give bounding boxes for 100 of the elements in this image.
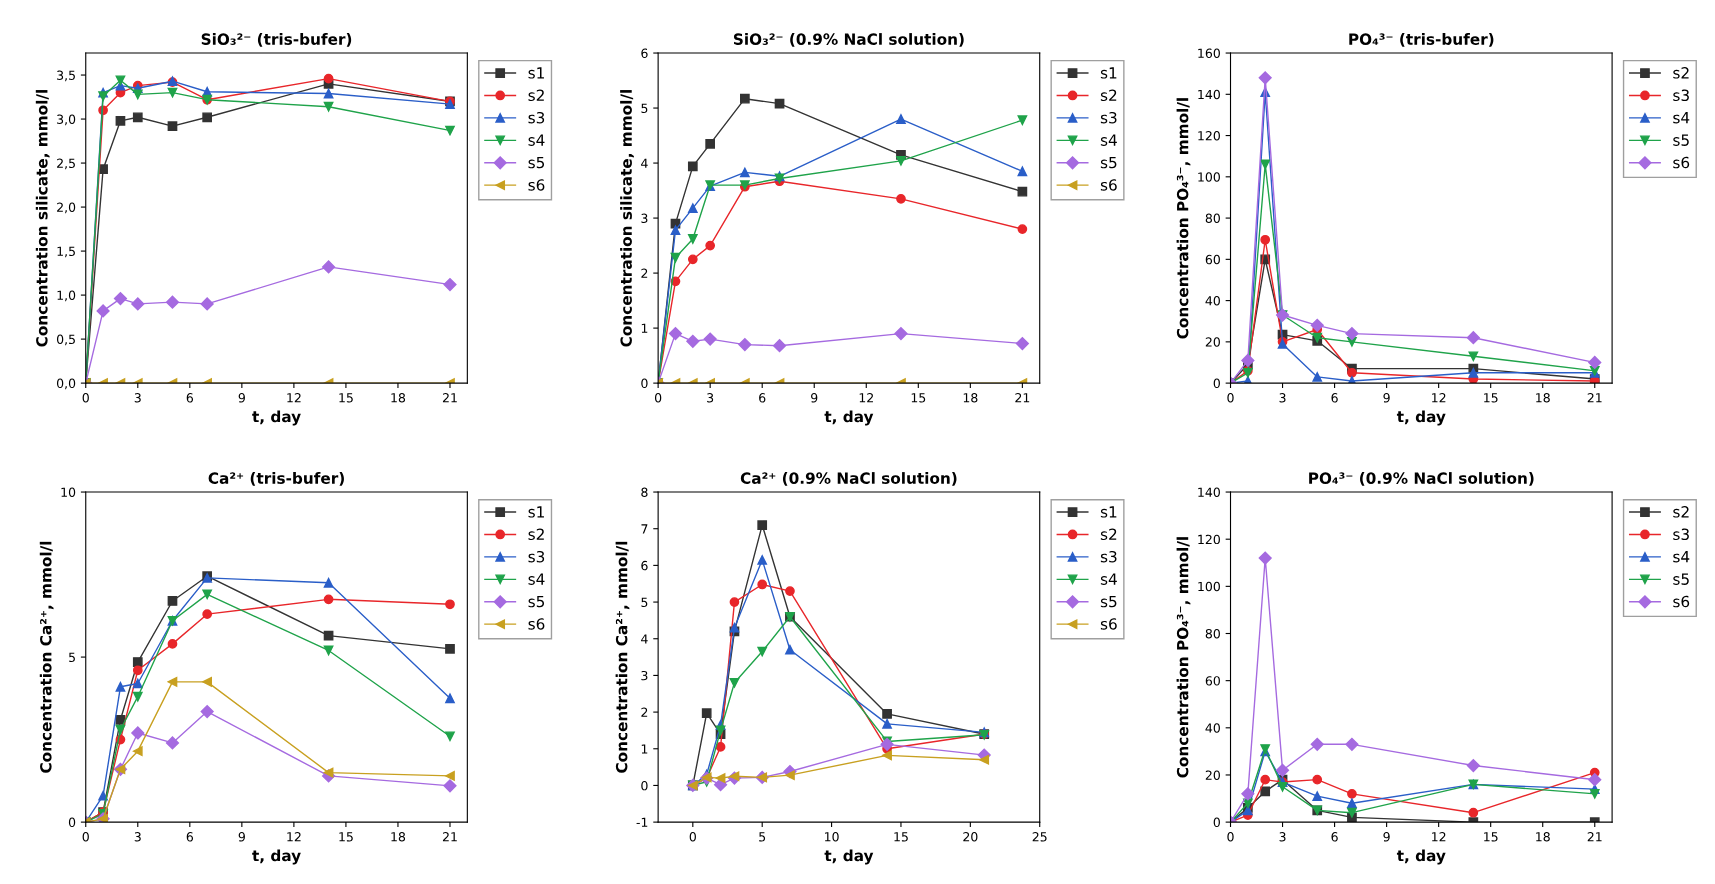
y-tick-label: 0 xyxy=(1213,817,1220,828)
x-tick-label: 15 xyxy=(1484,832,1498,842)
legend-label: s4 xyxy=(1673,551,1690,563)
x-tick-label: 25 xyxy=(1032,832,1047,842)
x-tick-label: 3 xyxy=(134,393,141,403)
y-tick-label: 2,5 xyxy=(57,158,75,170)
x-axis-title: t, day xyxy=(824,849,874,865)
y-axis-title: Concentration silicate, mmol/l xyxy=(620,90,634,347)
x-tick-label: 15 xyxy=(339,832,353,842)
y-tick-label: 20 xyxy=(1205,770,1220,780)
legend-label: s6 xyxy=(1100,179,1117,191)
x-tick-label: 3 xyxy=(707,393,714,403)
x-tick-label: 9 xyxy=(1383,393,1390,403)
y-axis-title: Concentration Ca²⁺, mmol/l xyxy=(615,541,630,773)
y-tick-label: 3,0 xyxy=(57,114,76,126)
x-tick-label: 15 xyxy=(1484,393,1498,403)
x-tick-label: 6 xyxy=(759,393,766,403)
y-tick-label: 4 xyxy=(641,158,648,168)
x-tick-label: 9 xyxy=(811,393,818,403)
y-tick-label: 100 xyxy=(1198,172,1220,182)
y-tick-label: 120 xyxy=(1198,131,1220,141)
y-tick-label: 1,0 xyxy=(57,290,76,302)
x-tick-label: 21 xyxy=(1015,393,1030,403)
x-tick-label: 12 xyxy=(859,393,873,403)
y-tick-label: 0 xyxy=(641,780,648,791)
x-tick-label: 0 xyxy=(82,832,89,842)
legend-label: s3 xyxy=(1673,528,1689,541)
legend-label: s6 xyxy=(528,179,545,191)
y-tick-label: 0,5 xyxy=(56,334,75,346)
x-tick-label: 3 xyxy=(1279,832,1286,842)
y-tick-label: 6 xyxy=(641,48,648,58)
y-tick-label: 3,5 xyxy=(57,70,75,82)
legend-label: s6 xyxy=(1100,618,1117,630)
y-tick-label: 6 xyxy=(641,560,648,571)
legend-label: s4 xyxy=(528,134,545,146)
x-tick-label: 15 xyxy=(911,393,926,403)
chart-title: PO₄³⁻ (tris-bufer) xyxy=(1349,33,1494,47)
y-tick-label: 20 xyxy=(1205,337,1220,347)
x-tick-label: 9 xyxy=(1383,832,1390,842)
y-tick-label: 8 xyxy=(641,487,648,497)
legend-label: s1 xyxy=(1100,67,1117,79)
y-tick-label: 140 xyxy=(1198,487,1220,497)
x-tick-label: 18 xyxy=(1536,393,1550,403)
legend-label: s4 xyxy=(1673,112,1690,124)
y-tick-label: 80 xyxy=(1205,213,1220,224)
x-tick-label: 0 xyxy=(82,393,89,403)
y-tick-label: 60 xyxy=(1205,676,1220,686)
y-tick-label: 2 xyxy=(641,707,648,717)
y-tick-label: 1 xyxy=(641,323,648,333)
legend-label: s5 xyxy=(1673,134,1689,146)
x-tick-label: 18 xyxy=(391,832,406,842)
chart-title: SiO₃²⁻ (0.9% NaCl solution) xyxy=(733,33,964,47)
x-tick-label: 12 xyxy=(287,832,301,842)
legend-label: s3 xyxy=(1673,89,1689,102)
legend-label: s6 xyxy=(1673,156,1690,169)
legend-label: s3 xyxy=(528,550,545,563)
legend-label: s4 xyxy=(1100,573,1117,585)
legend-label: s2 xyxy=(1673,67,1689,79)
legend-label: s5 xyxy=(1100,595,1117,608)
legend-label: s3 xyxy=(1100,550,1117,563)
y-tick-label: 40 xyxy=(1205,296,1220,306)
x-tick-label: 9 xyxy=(238,393,245,403)
legend-label: s5 xyxy=(528,595,545,608)
legend-label: s5 xyxy=(1100,156,1117,169)
y-tick-label: 100 xyxy=(1198,581,1220,592)
y-tick-label: 5 xyxy=(641,597,648,607)
x-tick-label: 21 xyxy=(1587,393,1602,403)
y-tick-label: 1 xyxy=(641,744,648,754)
x-axis-title: t, day xyxy=(252,410,301,426)
legend-label: s3 xyxy=(528,111,545,124)
x-tick-label: 15 xyxy=(339,393,353,403)
y-tick-label: 0 xyxy=(68,817,76,828)
x-tick-label: 21 xyxy=(1587,832,1602,842)
y-tick-label: 2 xyxy=(641,268,648,278)
x-axis-title: t, day xyxy=(252,849,301,865)
y-tick-label: -1 xyxy=(636,817,648,827)
chart-title: Ca²⁺ (tris-bufer) xyxy=(208,472,344,486)
y-axis-title: Concentration silicate, mmol/l xyxy=(35,90,50,347)
chart-title: SiO₃²⁻ (tris-bufer) xyxy=(201,33,352,47)
y-tick-label: 120 xyxy=(1198,534,1220,545)
x-tick-label: 12 xyxy=(1432,393,1446,403)
legend-label: s1 xyxy=(1100,506,1117,518)
legend-label: s5 xyxy=(528,156,545,169)
x-tick-label: 0 xyxy=(1227,832,1234,842)
y-tick-label: 140 xyxy=(1198,89,1220,100)
y-tick-label: 3 xyxy=(641,670,648,681)
x-tick-label: 3 xyxy=(1279,393,1286,403)
x-tick-label: 5 xyxy=(759,832,766,842)
y-tick-label: 160 xyxy=(1198,48,1220,58)
legend-label: s2 xyxy=(1100,528,1117,541)
x-tick-label: 20 xyxy=(963,832,978,842)
y-tick-label: 1,5 xyxy=(57,246,75,258)
legend-label: s2 xyxy=(1673,506,1689,518)
x-axis-title: t, day xyxy=(1396,410,1446,426)
y-tick-label: 0 xyxy=(641,378,648,389)
y-tick-label: 2,0 xyxy=(57,202,76,214)
chart-title: PO₄³⁻ (0.9% NaCl solution) xyxy=(1309,472,1534,486)
legend-label: s6 xyxy=(528,618,545,630)
x-tick-label: 12 xyxy=(287,393,301,403)
legend-label: s5 xyxy=(1673,573,1689,585)
